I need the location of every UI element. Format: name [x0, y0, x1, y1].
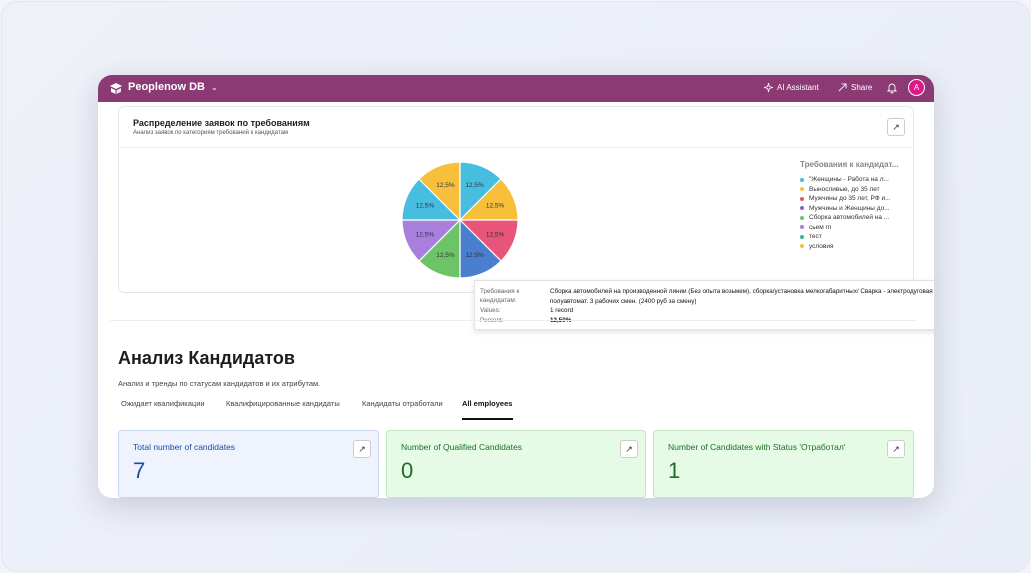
legend-label: тест — [809, 233, 822, 241]
legend-swatch — [800, 206, 804, 211]
legend-label: Мужчины и Женщины до... — [809, 204, 890, 212]
expand-stat-button[interactable]: ↗ — [620, 440, 638, 458]
pie-data-label: 12,5% — [436, 252, 455, 259]
legend-item[interactable]: сьем гп — [800, 223, 910, 233]
expand-stat-button[interactable]: ↗ — [887, 440, 905, 458]
stat-card-worked-candidates[interactable]: Number of Candidates with Status 'Отрабо… — [653, 430, 914, 498]
stat-label: Number of Candidates with Status 'Отрабо… — [668, 442, 846, 452]
legend-item[interactable]: Сборка автомобилей на ... — [800, 213, 910, 223]
pie-data-label: 12,5% — [416, 202, 435, 209]
legend-swatch — [800, 196, 804, 201]
stat-value: 7 — [133, 458, 146, 483]
active-tab-indicator — [462, 418, 513, 420]
tab-pending-qualification[interactable]: Ожидает квалификации — [121, 399, 205, 408]
legend-label: Мужчины до 35 лет, РФ и... — [809, 195, 891, 203]
ai-assistant-label: AI Assistant — [777, 83, 819, 92]
share-icon — [838, 83, 847, 92]
legend-swatch — [800, 177, 804, 182]
tab-qualified-candidates[interactable]: Квалифицированные кандидаты — [226, 399, 340, 408]
tab-candidates-worked[interactable]: Кандидаты отработали — [362, 399, 443, 408]
stat-label: Number of Qualified Candidates — [401, 442, 522, 452]
tooltip-label-value: Сборка автомобилей на производенной лини… — [550, 288, 933, 305]
workspace-switcher[interactable]: Peoplenow DB ⌄ — [128, 81, 218, 93]
chart-legend: "Женщины - Работа на л... Выносливые, до … — [800, 175, 910, 251]
stat-value: 0 — [401, 458, 414, 483]
legend-swatch — [800, 187, 804, 192]
app-window: Peoplenow DB ⌄ AI Assistant Share A Расп… — [98, 75, 934, 498]
legend-label: условия — [809, 242, 834, 250]
pie-data-label: 12,5% — [465, 252, 484, 259]
pie-data-label: 12,5% — [416, 232, 435, 239]
tooltip-values-value: 1 record — [550, 307, 574, 314]
pie-slice[interactable] — [418, 161, 461, 222]
legend-label: "Женщины - Работа на л... — [809, 176, 889, 184]
chart-card-title: Распределение заявок по требованиям — [133, 118, 310, 128]
chevron-down-icon: ⌄ — [211, 82, 218, 92]
stat-value: 1 — [668, 458, 681, 483]
top-bar: Peoplenow DB ⌄ AI Assistant Share A — [98, 75, 934, 102]
legend-swatch — [800, 244, 804, 249]
page-title: Анализ Кандидатов — [118, 348, 295, 368]
legend-swatch — [800, 215, 804, 220]
legend-title: Требования к кандидат... — [800, 160, 899, 169]
arrow-up-right-icon: ↗ — [625, 443, 633, 454]
legend-swatch — [800, 225, 804, 230]
pie-data-label: 12,5% — [436, 182, 455, 189]
legend-item[interactable]: условия — [800, 242, 910, 252]
ai-assistant-button[interactable]: AI Assistant — [764, 83, 819, 92]
legend-swatch — [800, 234, 804, 239]
arrow-up-right-icon: ↗ — [892, 443, 900, 454]
section-divider — [110, 320, 916, 321]
sparkle-icon — [764, 83, 773, 92]
tab-all-employees[interactable]: All employees — [462, 399, 513, 408]
tooltip-values-key: Values: — [480, 307, 501, 314]
chart-card-subtitle: Анализ заявок по категориям требований к… — [133, 130, 289, 136]
legend-item[interactable]: Выносливые, до 35 лет — [800, 185, 910, 195]
avatar[interactable]: A — [908, 79, 925, 96]
workspace-name: Peoplenow DB — [128, 81, 206, 93]
legend-label: сьем гп — [809, 223, 832, 231]
expand-stat-button[interactable]: ↗ — [353, 440, 371, 458]
pie-data-label: 12,5% — [465, 182, 484, 189]
bell-icon[interactable] — [886, 82, 898, 94]
share-label: Share — [851, 83, 873, 92]
pie-chart[interactable]: 12,5% 12,5% 12,5% 12,5% 12,5% 12,5% 12,5% 12,5% — [401, 161, 519, 279]
expand-chart-button[interactable]: ↗ — [887, 118, 905, 136]
stat-card-total-candidates[interactable]: Total number of candidates 7 ↗ — [118, 430, 379, 498]
tooltip-label-key: Требования к кандидатам: — [480, 288, 520, 304]
pie-data-label: 12,5% — [486, 202, 505, 209]
arrow-up-right-icon: ↗ — [892, 121, 900, 132]
divider — [119, 147, 915, 148]
arrow-up-right-icon: ↗ — [358, 443, 366, 454]
legend-item[interactable]: тест — [800, 232, 910, 242]
requirements-chart-card: Распределение заявок по требованиям Анал… — [118, 106, 934, 330]
share-button[interactable]: Share — [838, 83, 872, 92]
legend-label: Выносливые, до 35 лет — [809, 185, 880, 193]
stat-card-qualified-candidates[interactable]: Number of Qualified Candidates 0 ↗ — [386, 430, 646, 498]
pie-data-label: 12,5% — [486, 232, 505, 239]
legend-item[interactable]: Мужчины до 35 лет, РФ и... — [800, 194, 910, 204]
legend-label: Сборка автомобилей на ... — [809, 214, 890, 222]
legend-item[interactable]: Мужчины и Женщины до... — [800, 204, 910, 214]
stat-label: Total number of candidates — [133, 442, 236, 452]
app-logo-icon — [110, 83, 122, 94]
page-description: Анализ и тренды по статусам кандидатов и… — [118, 379, 321, 388]
legend-item[interactable]: "Женщины - Работа на л... — [800, 175, 910, 185]
chart-tooltip: Требования к кандидатам: Сборка автомоби… — [474, 280, 934, 330]
